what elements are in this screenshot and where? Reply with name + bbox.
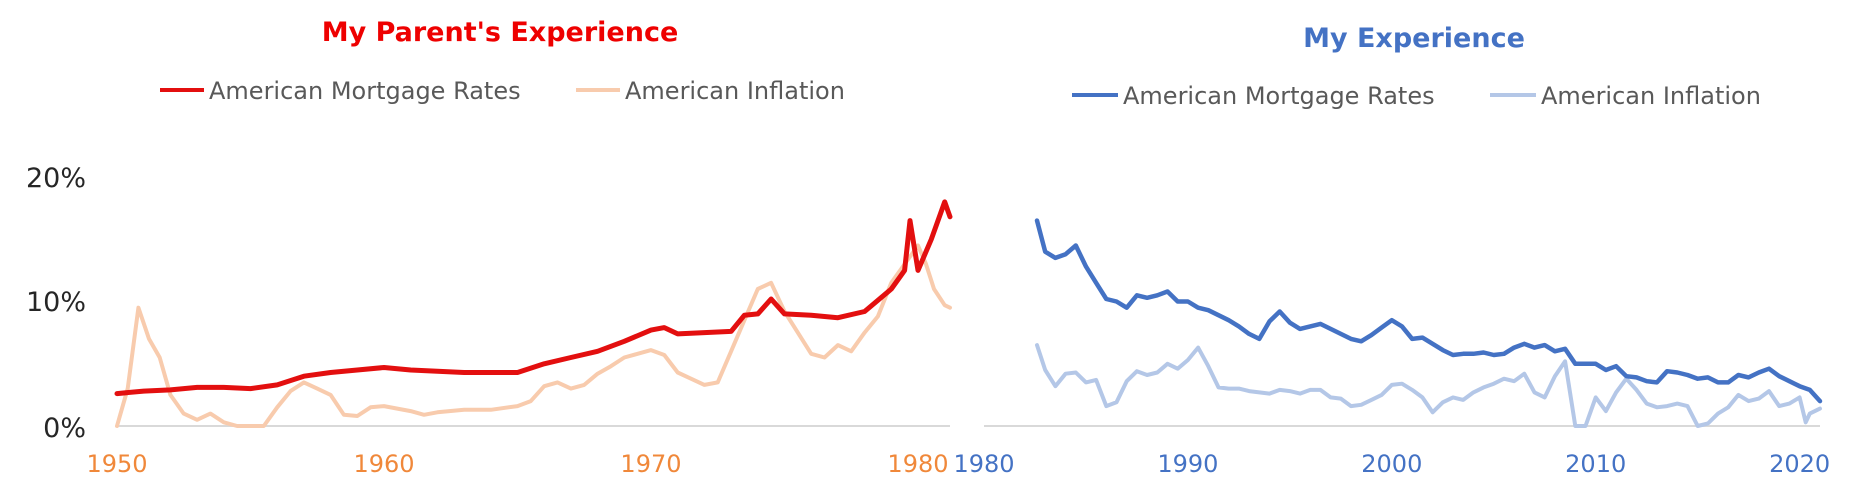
- right-legend-label-mortgage: American Mortgage Rates: [1123, 82, 1435, 110]
- right-series-group: [1034, 218, 1823, 428]
- y-tick-label-0: 0%: [43, 413, 86, 444]
- left-chart: My Parent's Experience American Mortgage…: [26, 17, 953, 478]
- left-x-tick-label-1950: 1950: [86, 450, 147, 478]
- left-legend-label-mortgage: American Mortgage Rates: [209, 77, 521, 105]
- right-series-line-mortgage: [1034, 218, 1823, 404]
- right-series-line-inflation: [1035, 343, 1822, 428]
- left-chart-title: My Parent's Experience: [322, 17, 679, 48]
- right-x-tick-label-1980: 1980: [953, 450, 1014, 478]
- y-tick-label-10: 10%: [26, 287, 86, 318]
- left-series-line-inflation: [115, 243, 952, 428]
- left-series-line-mortgage: [114, 199, 953, 397]
- left-series-group: [114, 199, 953, 428]
- right-chart-title: My Experience: [1303, 23, 1525, 54]
- left-x-tick-label-1960: 1960: [353, 450, 414, 478]
- right-x-tick-label-1990: 1990: [1157, 450, 1218, 478]
- right-x-tick-labels: 1980 1990 2000 2010 2020: [953, 450, 1830, 478]
- right-x-tick-label-2000: 2000: [1361, 450, 1422, 478]
- left-x-tick-label-1970: 1970: [620, 450, 681, 478]
- right-chart: My Experience American Mortgage Rates Am…: [953, 23, 1830, 478]
- y-tick-label-20: 20%: [26, 163, 86, 194]
- left-legend-label-inflation: American Inflation: [625, 77, 845, 105]
- right-legend-label-inflation: American Inflation: [1541, 82, 1761, 110]
- left-x-tick-label-1980: 1980: [887, 450, 948, 478]
- left-x-tick-labels: 1950 1960 1970 1980: [86, 450, 948, 478]
- right-x-tick-label-2010: 2010: [1565, 450, 1626, 478]
- right-x-tick-label-2020: 2020: [1769, 450, 1830, 478]
